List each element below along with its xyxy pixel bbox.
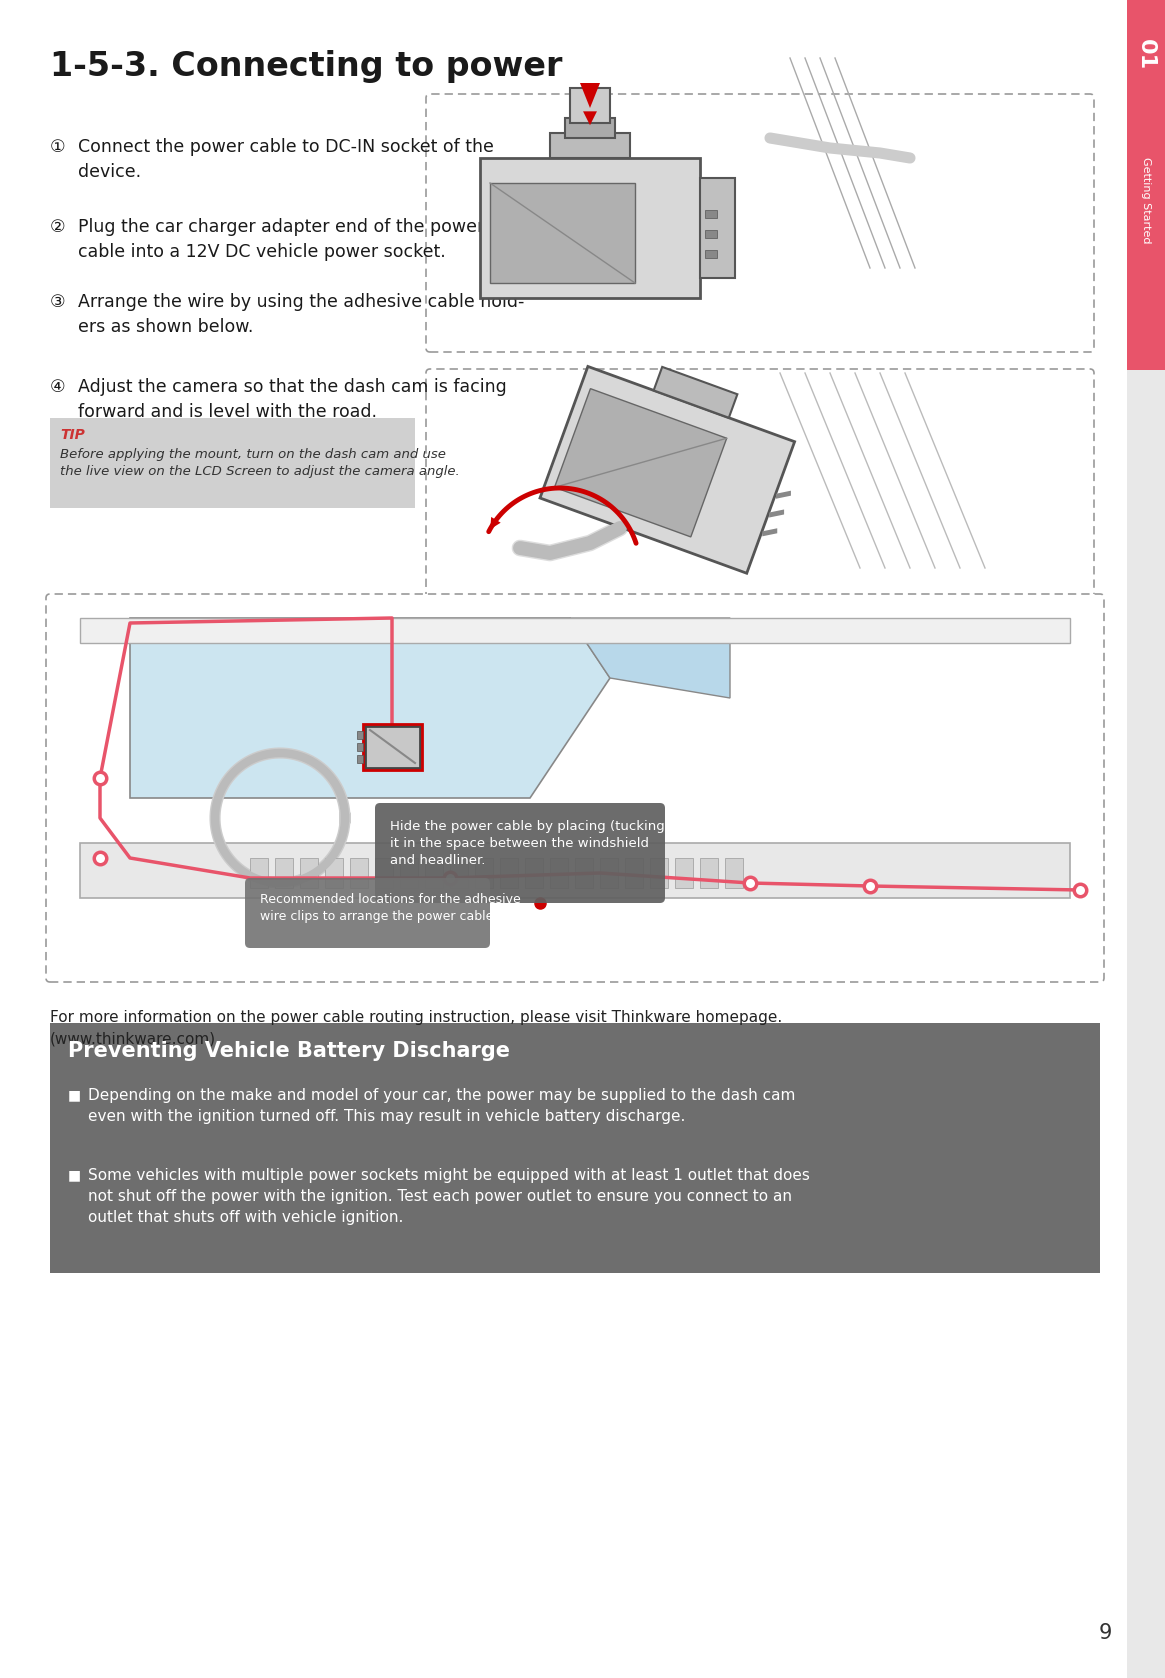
- Bar: [525, 857, 543, 888]
- Bar: [363, 723, 422, 770]
- Bar: [600, 857, 617, 888]
- Text: ■: ■: [68, 1168, 82, 1181]
- Bar: [80, 842, 1069, 898]
- Bar: [80, 618, 1069, 643]
- Text: ③: ③: [50, 294, 65, 310]
- Bar: [356, 743, 363, 752]
- Bar: [576, 857, 593, 888]
- Bar: [700, 178, 735, 279]
- Bar: [725, 857, 743, 888]
- Text: Adjust the camera so that the dash cam is facing
forward and is level with the r: Adjust the camera so that the dash cam i…: [78, 378, 507, 421]
- Polygon shape: [769, 510, 784, 517]
- Text: TIP: TIP: [61, 428, 85, 441]
- Bar: [675, 857, 693, 888]
- Bar: [705, 230, 716, 238]
- Bar: [50, 418, 415, 508]
- Bar: [1127, 0, 1165, 371]
- Bar: [356, 732, 363, 738]
- Bar: [550, 133, 630, 158]
- Text: Some vehicles with multiple power sockets might be equipped with at least 1 outl: Some vehicles with multiple power socket…: [89, 1168, 810, 1225]
- Bar: [425, 857, 443, 888]
- Text: Arrange the wire by using the adhesive cable hold-
ers as shown below.: Arrange the wire by using the adhesive c…: [78, 294, 524, 336]
- FancyBboxPatch shape: [375, 804, 665, 903]
- Bar: [356, 755, 363, 763]
- Polygon shape: [570, 618, 730, 698]
- Polygon shape: [580, 82, 600, 107]
- FancyBboxPatch shape: [426, 369, 1094, 633]
- FancyBboxPatch shape: [426, 94, 1094, 352]
- Text: 01: 01: [1136, 40, 1156, 70]
- Text: ④: ④: [50, 378, 65, 396]
- Polygon shape: [541, 366, 795, 574]
- Text: 1-5-3. Connecting to power: 1-5-3. Connecting to power: [50, 50, 563, 82]
- Bar: [375, 857, 393, 888]
- Bar: [325, 857, 343, 888]
- Text: Before applying the mount, turn on the dash cam and use
the live view on the LCD: Before applying the mount, turn on the d…: [61, 448, 460, 478]
- FancyBboxPatch shape: [245, 878, 490, 948]
- Bar: [365, 727, 421, 769]
- Text: ■: ■: [68, 1087, 82, 1102]
- Text: ②: ②: [50, 218, 65, 237]
- Polygon shape: [776, 490, 791, 498]
- Bar: [400, 857, 418, 888]
- Bar: [500, 857, 518, 888]
- Text: Depending on the make and model of your car, the power may be supplied to the da: Depending on the make and model of your …: [89, 1087, 796, 1124]
- Bar: [1127, 371, 1165, 1678]
- Bar: [50, 1024, 1100, 1274]
- Bar: [705, 250, 716, 258]
- Bar: [650, 857, 668, 888]
- Polygon shape: [654, 367, 737, 418]
- Polygon shape: [762, 529, 777, 537]
- Bar: [450, 857, 468, 888]
- Text: For more information on the power cable routing instruction, please visit Thinkw: For more information on the power cable …: [50, 1010, 782, 1045]
- Text: Getting Started: Getting Started: [1141, 156, 1151, 243]
- Bar: [250, 857, 268, 888]
- Bar: [700, 857, 718, 888]
- Bar: [624, 857, 643, 888]
- Bar: [475, 857, 493, 888]
- Text: Connect the power cable to DC-IN socket of the
device.: Connect the power cable to DC-IN socket …: [78, 138, 494, 181]
- Text: ①: ①: [50, 138, 65, 156]
- Bar: [550, 857, 569, 888]
- Polygon shape: [555, 389, 727, 537]
- Bar: [490, 183, 635, 284]
- Text: 9: 9: [1099, 1623, 1113, 1643]
- Bar: [570, 87, 610, 122]
- Bar: [350, 857, 368, 888]
- Bar: [565, 117, 615, 138]
- Text: Preventing Vehicle Battery Discharge: Preventing Vehicle Battery Discharge: [68, 1040, 510, 1060]
- Polygon shape: [130, 618, 610, 799]
- Bar: [301, 857, 318, 888]
- FancyBboxPatch shape: [45, 594, 1104, 982]
- Text: Recommended locations for the adhesive
wire clips to arrange the power cable.: Recommended locations for the adhesive w…: [260, 893, 521, 923]
- Bar: [480, 158, 700, 299]
- Bar: [705, 210, 716, 218]
- Text: Hide the power cable by placing (tucking)
it in the space between the windshield: Hide the power cable by placing (tucking…: [390, 821, 670, 868]
- Bar: [275, 857, 294, 888]
- Text: Plug the car charger adapter end of the power
cable into a 12V DC vehicle power : Plug the car charger adapter end of the …: [78, 218, 485, 262]
